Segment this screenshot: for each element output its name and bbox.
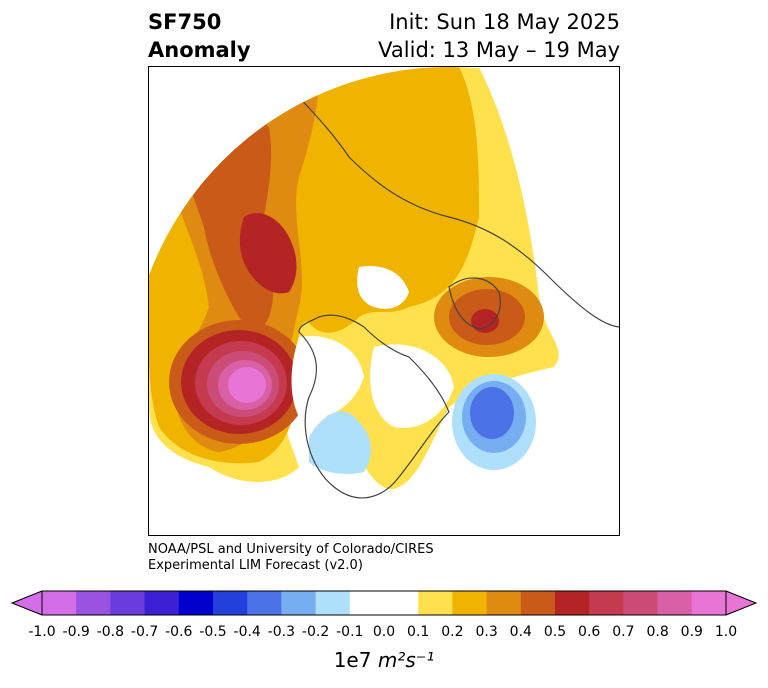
colorbar-cell — [315, 591, 351, 615]
colorbar-tick-label: 0.6 — [578, 624, 601, 640]
init-date: Init: Sun 18 May 2025 — [389, 10, 620, 34]
europe-cell-0.5 — [471, 309, 499, 333]
colorbar-cell — [589, 591, 624, 615]
colorbar-ticks: -1.0 -0.9 -0.8 -0.7 -0.6 -0.5 -0.4 -0.3 -0.2 -0.1… — [0, 624, 768, 644]
colorbar-cell — [110, 591, 146, 615]
colorbar-tick-label: -0.2 — [301, 624, 330, 640]
colorbar-tick-label: 0.3 — [475, 624, 498, 640]
western-us-anomaly — [309, 411, 371, 474]
colorbar-tick-label: -0.4 — [233, 624, 261, 640]
colorbar-outline — [41, 590, 727, 616]
variable-type: Anomaly — [148, 38, 251, 62]
colorbar-cell — [452, 591, 488, 615]
variable-name: SF750 — [148, 10, 222, 34]
credit-line-1: NOAA/PSL and University of Colorado/CIRE… — [148, 542, 434, 557]
colorbar-over-arrow — [726, 591, 756, 615]
colorbar-cell — [691, 591, 727, 615]
colorbar-tick-label: -0.7 — [130, 624, 159, 640]
colorbar-cell — [384, 591, 419, 615]
colorbar-cell — [657, 591, 693, 615]
colorbar — [10, 590, 758, 616]
colorbar-cell — [178, 591, 214, 615]
map-frame — [148, 66, 620, 536]
units-math: m²s⁻¹ — [377, 648, 435, 672]
colorbar-cell — [349, 591, 385, 615]
colorbar-tick-label: -1.0 — [28, 624, 56, 640]
colorbar-cell — [418, 591, 453, 615]
neutral-region-west-us — [291, 336, 364, 418]
colorbar-tick-label: 0.7 — [612, 624, 635, 640]
colorbar-tick-label: 0.1 — [407, 624, 430, 640]
colorbar-outline-left — [10, 590, 43, 616]
colorbar-tick-label: -0.3 — [267, 624, 296, 640]
colorbar-tick-label: 0.5 — [543, 624, 567, 640]
coastline-eurasia — [268, 67, 619, 328]
pacific-cell-core — [228, 367, 266, 403]
colorbar-tick-label: -0.8 — [96, 624, 125, 640]
colorbar-cell — [247, 591, 282, 615]
colorbar-tick-label: 0.0 — [372, 624, 396, 640]
colorbar-cell — [555, 591, 590, 615]
valid-range: Valid: 13 May – 19 May — [378, 38, 620, 62]
colorbar-tick-label: 0.9 — [680, 624, 703, 640]
colorbar-tick-label: 1.0 — [714, 624, 738, 640]
colorbar-cell — [281, 591, 317, 615]
colorbar-tick-label: 0.4 — [509, 624, 532, 640]
colorbar-tick-label: -0.9 — [62, 624, 90, 640]
colorbar-cell — [42, 591, 77, 615]
plot-title-right: Init: Sun 18 May 2025 Valid: 13 May – 19… — [378, 8, 620, 64]
credit-text: NOAA/PSL and University of Colorado/CIRE… — [148, 542, 434, 574]
units-prefix: 1e7 — [333, 648, 378, 672]
neutral-region-hudson — [357, 266, 409, 309]
colorbar-tick-label: 0.8 — [646, 624, 669, 640]
colorbar-under-arrow — [12, 591, 42, 615]
colorbar-tick-label: -0.5 — [199, 624, 227, 640]
neutral-region-east-us — [370, 344, 454, 428]
colorbar-cell — [486, 591, 522, 615]
coastline-greenland — [448, 277, 501, 330]
coastline-north-america — [298, 314, 450, 499]
colorbar-cell — [623, 591, 659, 615]
credit-line-2: Experimental LIM Forecast (v2.0) — [148, 558, 363, 573]
anomaly-field-0.5 — [239, 213, 297, 294]
colorbar-units: 1e7 m²s⁻¹ — [0, 648, 768, 672]
colorbar-tick-label: 0.2 — [441, 624, 464, 640]
colorbar-tick-label: -0.6 — [165, 624, 193, 640]
colorbar-cell — [76, 591, 111, 615]
colorbar-tick-label: -0.1 — [336, 624, 364, 640]
anomaly-map — [149, 67, 619, 535]
colorbar-cell — [144, 591, 180, 615]
plot-title-left: SF750 Anomaly — [148, 8, 251, 64]
colorbar-cell — [213, 591, 248, 615]
colorbar-cell — [520, 591, 556, 615]
colorbar-outline-right — [725, 590, 758, 616]
atlantic-cell-core — [470, 387, 514, 439]
